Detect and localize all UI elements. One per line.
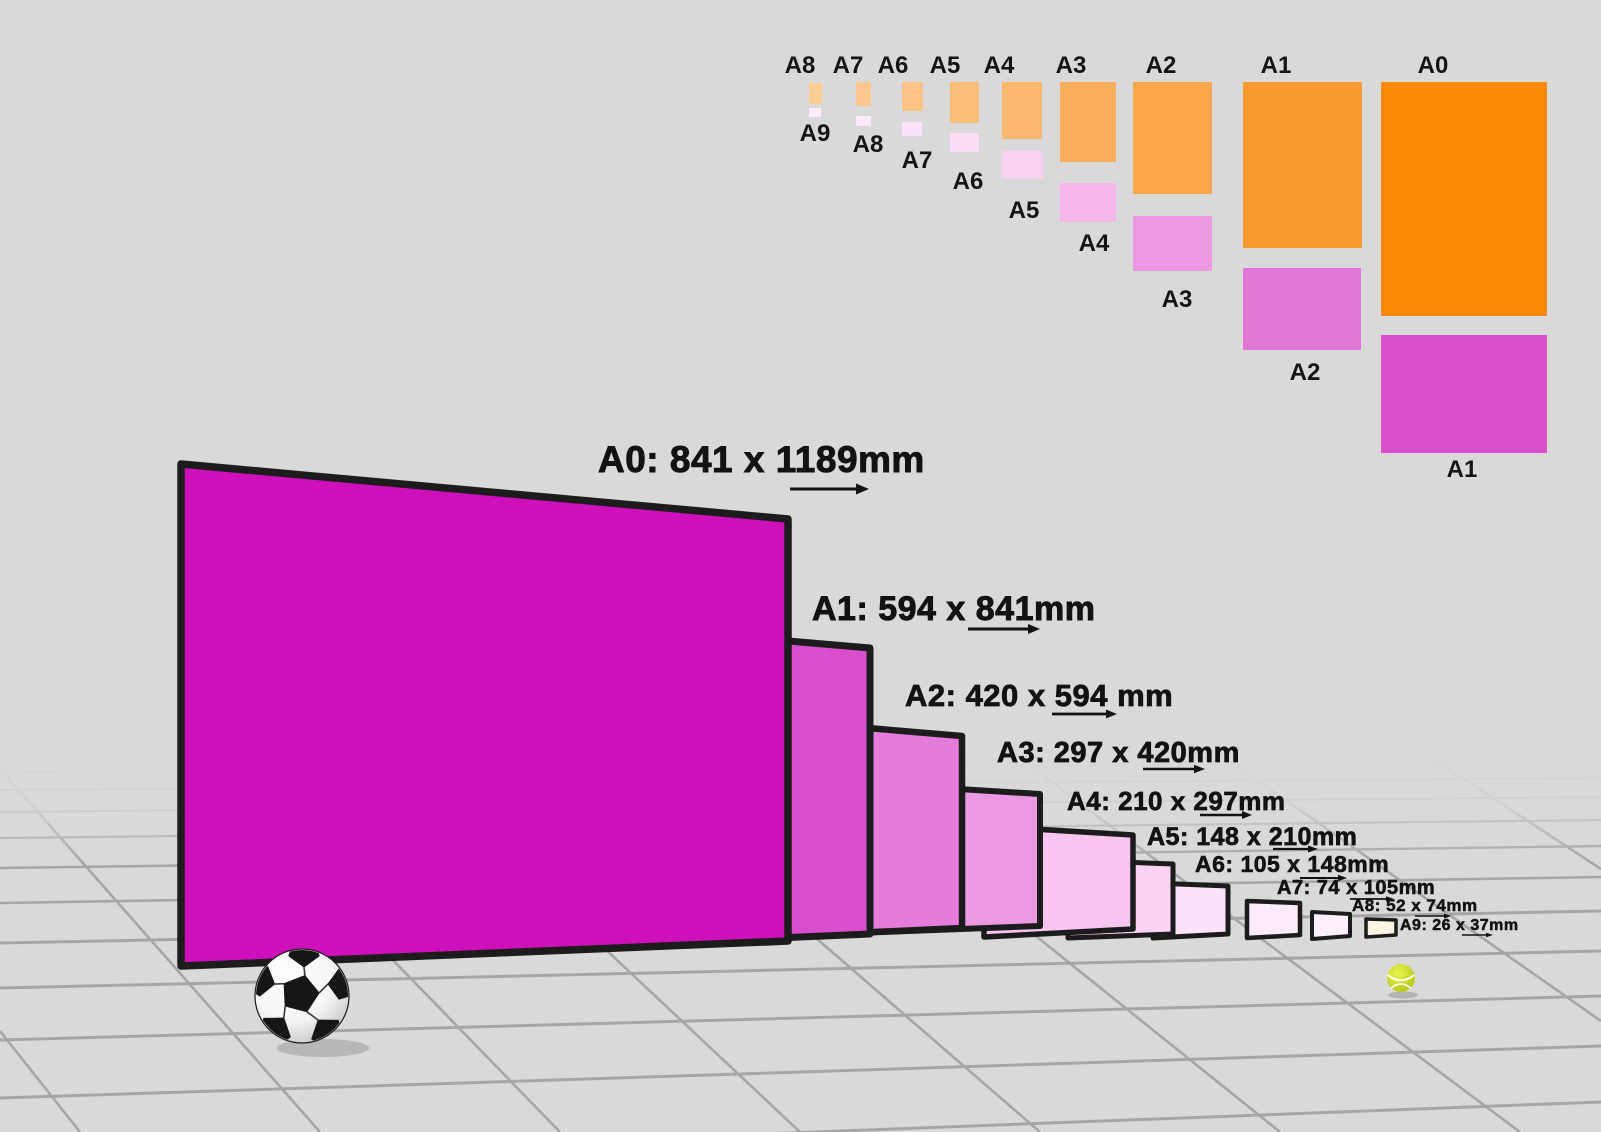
right-arrow-icon [1350, 896, 1394, 902]
chart-column-a6: A6 A7 [878, 52, 933, 174]
column-label: A3 [1056, 52, 1087, 79]
right-arrow-icon [1462, 932, 1493, 938]
arrow-head [1386, 896, 1394, 902]
a7-landscape-rect [902, 122, 922, 136]
chart-column-a2: A2 A3 [1133, 52, 1212, 313]
chart-column-a4: A4 A5 [984, 52, 1043, 224]
right-arrow-icon [1052, 709, 1117, 719]
tennis-seam [1387, 974, 1415, 982]
chart-column-a7: A7 A8 [833, 52, 884, 158]
a8-portrait-rect [809, 83, 822, 104]
panel-a9 [1364, 917, 1398, 939]
label-a6: A6: 105 x 148mm [1195, 851, 1389, 877]
right-arrow-icon [968, 624, 1040, 634]
column-label: A5 [930, 52, 961, 79]
a5-portrait-rect [950, 82, 979, 123]
chart-column-a3: A3 A4 [1056, 52, 1116, 257]
label-a3: A3: 297 x 420mm [997, 737, 1240, 769]
a5-landscape-rect [1002, 151, 1043, 178]
pentagon-patch [288, 950, 320, 968]
right-arrow-icon [790, 483, 869, 495]
a0-portrait-rect [1381, 82, 1547, 316]
a6-landscape-rect [950, 133, 979, 152]
a4-portrait-rect [1002, 82, 1042, 139]
label-a7: A7: 74 x 105mm [1277, 877, 1435, 899]
column-label: A0 [1418, 52, 1449, 79]
label-a0: A0: 841 x 1189mm [598, 439, 925, 480]
a8-landscape-rect [856, 116, 871, 126]
column-label: A6 [878, 52, 909, 79]
arrow-head [1106, 709, 1117, 719]
label-a1: A1: 594 x 841mm [812, 590, 1095, 628]
partner-label: A7 [902, 147, 933, 174]
a9-landscape-rect [809, 108, 821, 117]
right-arrow-icon [1300, 874, 1347, 882]
arrow-head [1486, 932, 1493, 938]
chart-column-a0: A0 A1 [1381, 52, 1547, 483]
comparison-chart: A8 A9 A7 A8 A6 A7 A5 A6 A4 A5 [785, 52, 1547, 483]
label-a2: A2: 420 x 594 mm [905, 678, 1173, 713]
a2-landscape-rect [1243, 268, 1361, 350]
arrow-head [1028, 624, 1040, 634]
ball-seams [274, 966, 329, 1021]
chart-column-a8: A8 A9 [785, 52, 831, 147]
panel-a7 [1244, 898, 1303, 941]
right-arrow-icon [1143, 764, 1205, 774]
a7-portrait-rect [856, 82, 871, 106]
column-label: A4 [984, 52, 1015, 79]
grid-line [0, 1044, 1601, 1100]
right-arrow-icon [1200, 811, 1252, 819]
label-a8: A8: 52 x 74mm [1352, 896, 1478, 915]
column-label: A8 [785, 52, 816, 79]
column-label: A7 [833, 52, 864, 79]
partner-label: A9 [800, 120, 831, 147]
partner-label: A6 [953, 168, 984, 195]
partner-label: A8 [853, 131, 884, 158]
a3-landscape-rect [1133, 216, 1212, 271]
arrow-head [1444, 913, 1451, 919]
size-panels [177, 460, 1398, 970]
partner-label: A1 [1447, 456, 1478, 483]
column-label: A2 [1146, 52, 1177, 79]
tennis-seam [1390, 983, 1412, 990]
right-arrow-icon [1415, 913, 1451, 919]
a3-portrait-rect [1060, 82, 1116, 162]
arrow-head [1242, 811, 1252, 819]
chart-column-a1: A1 A2 [1243, 52, 1362, 386]
pentagon-patch [327, 968, 348, 1000]
arrow-head [1338, 874, 1347, 882]
a1-portrait-rect [1243, 82, 1362, 248]
pentagon-patch [256, 966, 275, 997]
grid-line [0, 994, 1601, 1042]
ball-body [1387, 964, 1415, 992]
right-arrow-icon [1273, 845, 1318, 853]
panel-a0 [177, 460, 792, 970]
pentagon-patch [283, 975, 320, 1013]
label-a9: A9: 26 x 37mm [1400, 917, 1519, 934]
a6-portrait-rect [902, 82, 923, 111]
panel-a8 [1310, 910, 1352, 941]
grid-line [0, 1030, 82, 1132]
a1-landscape-rect [1381, 335, 1547, 453]
tennis-ball-shadow [1388, 991, 1418, 999]
arrow-head [1194, 764, 1205, 774]
a4-landscape-rect [1060, 183, 1116, 222]
label-a5: A5: 148 x 210mm [1147, 823, 1357, 851]
chart-column-a5: A5 A6 [930, 52, 984, 195]
partner-label: A4 [1079, 230, 1110, 257]
a2-portrait-rect [1133, 82, 1212, 194]
partner-label: A2 [1290, 359, 1321, 386]
label-a4: A4: 210 x 297mm [1067, 786, 1286, 816]
size-labels: A0: 841 x 1189mm A1: 594 x 841mm A2: 420… [598, 439, 1519, 938]
soccer-ball [254, 948, 350, 1044]
arrow-head [856, 483, 869, 495]
tennis-ball [1387, 964, 1415, 992]
column-label: A1 [1261, 52, 1292, 79]
grid-line [774, 1100, 1601, 1132]
partner-label: A3 [1162, 286, 1193, 313]
arrow-head [1308, 845, 1318, 853]
partner-label: A5 [1009, 197, 1040, 224]
